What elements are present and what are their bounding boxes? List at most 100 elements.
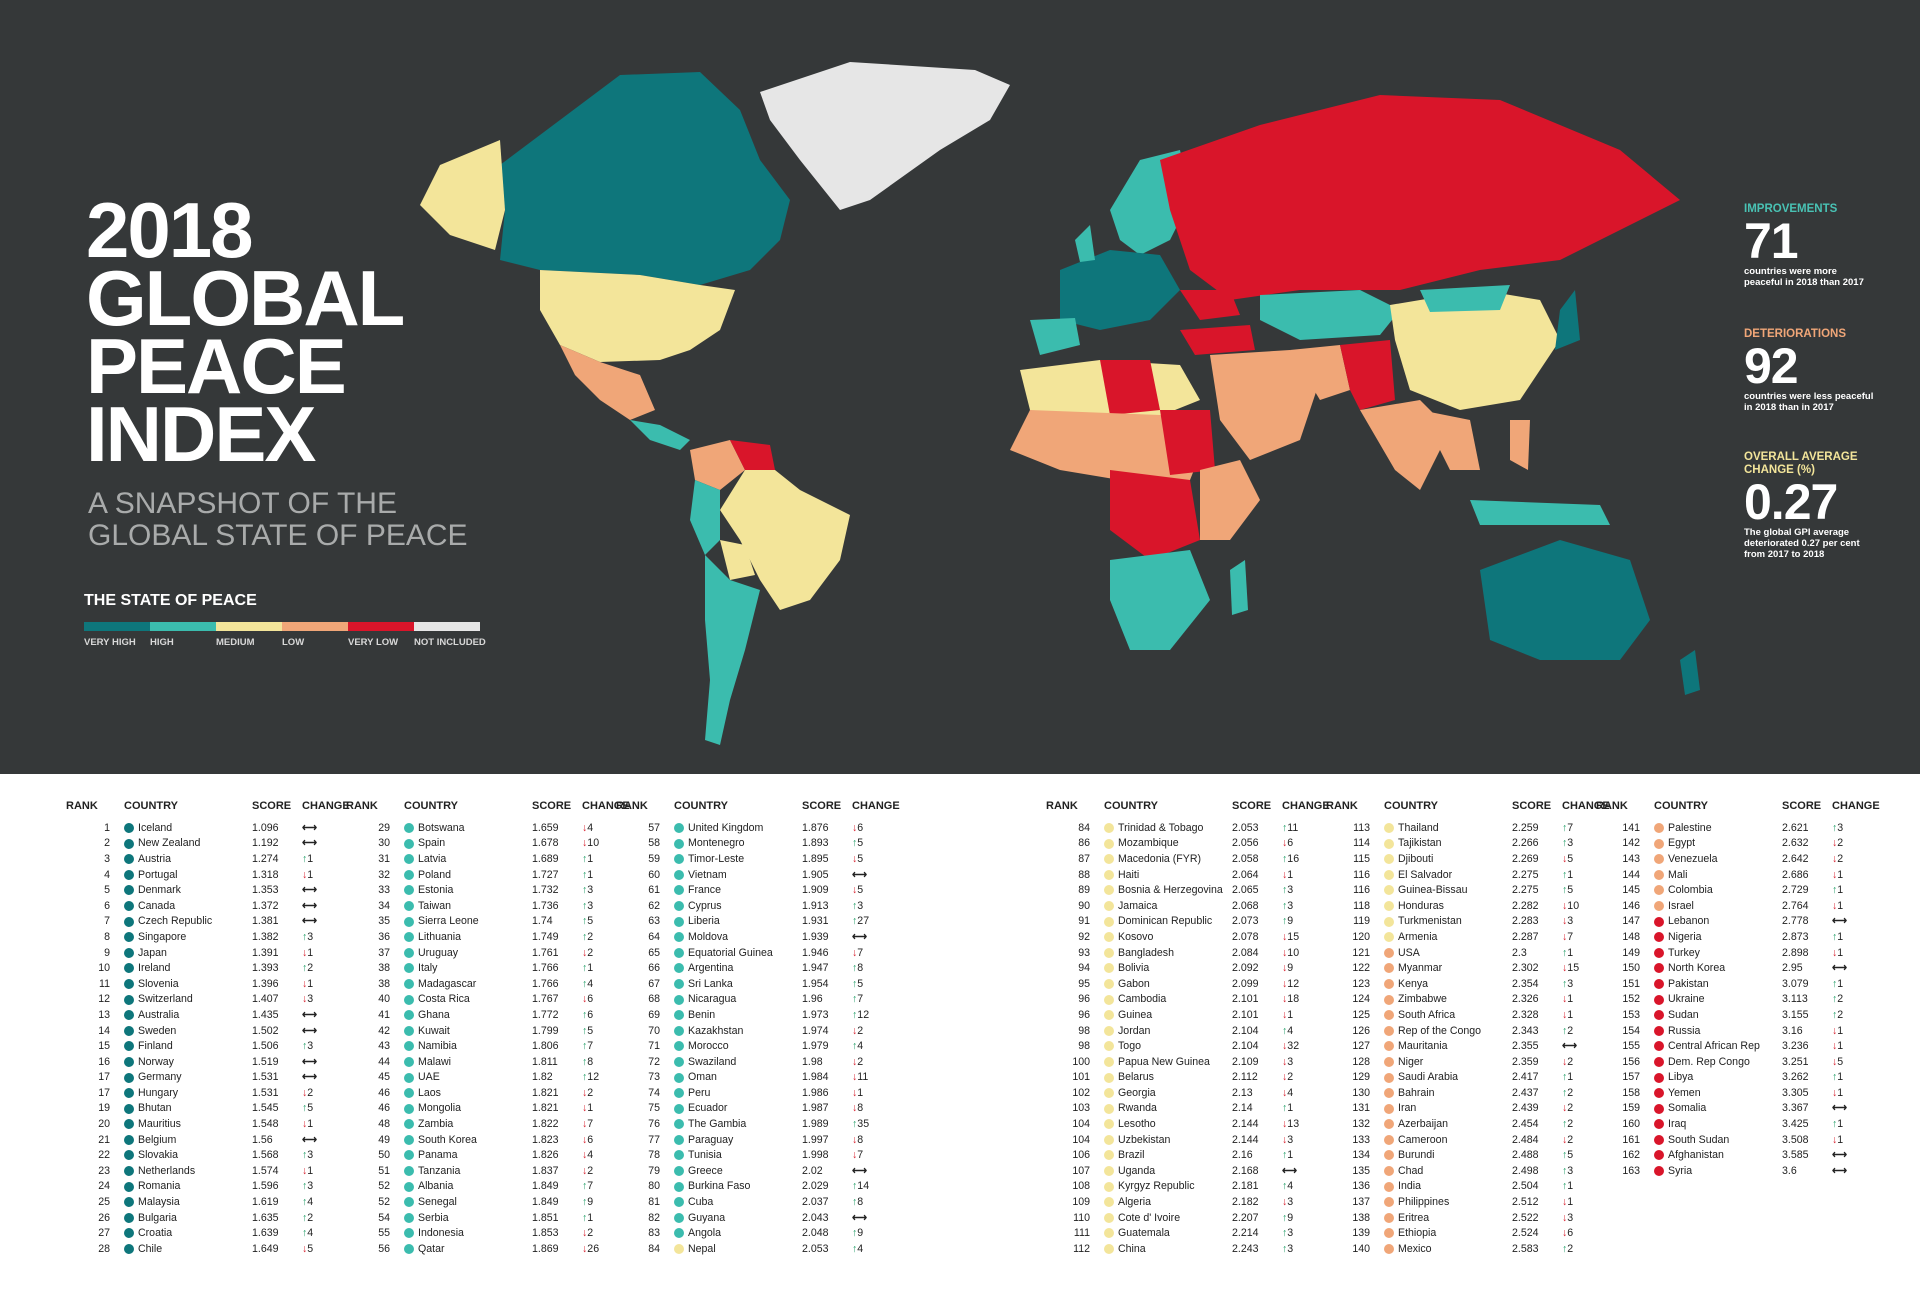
peace-level-dot	[1384, 1181, 1394, 1192]
table-row: 94 Bolivia 2.092 ↓9	[1046, 960, 1330, 976]
table-row: 59 Timor-Leste 1.895 ↓5	[616, 851, 900, 867]
score-cell: 2.104	[1232, 1040, 1259, 1053]
change-value: 7	[857, 946, 864, 959]
no-change-icon: ⟷	[302, 915, 318, 928]
change-cell: ↑3	[1562, 976, 1610, 992]
country-cell: Singapore	[138, 930, 187, 943]
change-cell: ⟷	[852, 1163, 900, 1179]
country-cell: Slovenia	[138, 977, 179, 990]
change-value: 1	[1567, 1180, 1574, 1193]
rank-cell: 26	[98, 1211, 110, 1224]
peace-level-dot	[124, 854, 134, 865]
score-cell: 3.262	[1782, 1071, 1809, 1084]
legend-item: VERY LOW	[348, 622, 414, 648]
australia-shape	[1480, 540, 1650, 660]
score-cell: 1.749	[532, 930, 559, 943]
peace-level-dot	[404, 823, 414, 833]
country-cell: Kazakhstan	[688, 1024, 744, 1037]
change-cell: ↑4	[582, 976, 630, 992]
peace-level-dot-cell	[1654, 1147, 1668, 1163]
arrow-up-icon: ↑	[852, 1196, 858, 1209]
arrow-up-icon: ↑	[852, 915, 858, 928]
peace-level-dot	[1104, 885, 1114, 896]
peace-level-dot	[674, 838, 684, 849]
arrow-up-icon: ↑	[1562, 977, 1568, 990]
table-row: 22 Slovakia 1.568 ↑3	[66, 1147, 350, 1163]
peace-level-dot	[1104, 1228, 1114, 1239]
country-cell: Jamaica	[1118, 899, 1158, 912]
arrow-up-icon: ↑	[582, 899, 588, 912]
peace-level-dot-cell	[404, 867, 418, 883]
table-row: 75 Ecuador 1.987 ↓8	[616, 1101, 900, 1117]
score-cell: 2.068	[1232, 899, 1259, 912]
rank-cell: 136	[1352, 1180, 1370, 1193]
peace-level-dot	[1104, 900, 1114, 911]
change-value: 4	[1287, 1086, 1294, 1099]
peace-level-dot	[404, 1056, 414, 1067]
change-value: 1	[307, 977, 314, 990]
table-row: 128 Niger 2.359 ↓2	[1326, 1054, 1610, 1070]
peace-level-dot	[404, 1041, 414, 1052]
rank-cell: 19	[98, 1102, 110, 1115]
change-cell: ↓1	[1832, 1038, 1880, 1054]
change-cell: ↓2	[582, 1085, 630, 1101]
change-cell: ↓4	[1282, 1085, 1330, 1101]
score-cell: 1.806	[532, 1040, 559, 1053]
arrow-down-icon: ↓	[582, 821, 588, 834]
rank-cell: 147	[1622, 915, 1640, 928]
peace-level-dot	[1654, 1041, 1664, 1052]
score-cell: 2.898	[1782, 946, 1809, 959]
header-country: COUNTRY	[674, 800, 728, 812]
score-cell: 3.113	[1782, 993, 1808, 1006]
peace-level-dot	[124, 994, 134, 1005]
arrow-up-icon: ↑	[1282, 1211, 1288, 1224]
peace-level-dot-cell	[1384, 820, 1398, 836]
change-cell: ↓2	[582, 1163, 630, 1179]
peace-level-dot-cell	[1104, 1163, 1118, 1179]
change-cell: ↓2	[582, 945, 630, 961]
table-row: 41 Ghana 1.772 ↑6	[346, 1007, 630, 1023]
change-cell: ↓1	[302, 945, 350, 961]
arrow-up-icon: ↑	[1282, 899, 1288, 912]
rank-cell: 33	[378, 884, 390, 897]
score-cell: 1.531	[252, 1086, 279, 1099]
peace-level-dot	[1104, 994, 1114, 1005]
russia-shape	[1160, 95, 1680, 300]
table-row: 38 Madagascar 1.766 ↑4	[346, 976, 630, 992]
peace-level-dot	[124, 869, 134, 880]
change-cell: ↑2	[1832, 1007, 1880, 1023]
change-cell: ⟷	[1562, 1038, 1610, 1054]
change-cell: ↓10	[1282, 945, 1330, 961]
change-value: 2	[1567, 1086, 1574, 1099]
arrow-up-icon: ↑	[1282, 1149, 1288, 1162]
country-cell: Cuba	[688, 1196, 714, 1209]
rank-cell: 98	[1078, 1024, 1090, 1037]
change-cell: ⟷	[1282, 1163, 1330, 1179]
peace-level-dot-cell	[1104, 1147, 1118, 1163]
peace-level-dot-cell	[1384, 960, 1398, 976]
country-cell: Myanmar	[1398, 962, 1443, 975]
change-value: 9	[587, 1196, 594, 1209]
rank-cell: 162	[1622, 1149, 1640, 1162]
header-change: CHANGE	[1832, 800, 1880, 812]
peace-level-dot	[674, 900, 684, 911]
score-cell: 1.96	[802, 993, 823, 1006]
peace-level-dot	[404, 900, 414, 911]
uk-shape	[1075, 225, 1095, 262]
change-value: 5	[857, 852, 864, 865]
arrow-up-icon: ↑	[852, 1118, 858, 1131]
table-row: 30 Spain 1.678 ↓10	[346, 836, 630, 852]
change-value: 3	[307, 1149, 314, 1162]
peace-level-dot	[404, 1010, 414, 1021]
table-row: 52 Albania 1.849 ↑7	[346, 1179, 630, 1195]
arrow-down-icon: ↓	[1832, 946, 1838, 959]
arrow-up-icon: ↑	[1282, 1242, 1288, 1255]
score-cell: 2.101	[1232, 993, 1259, 1006]
table-row: 11 Slovenia 1.396 ↓1	[66, 976, 350, 992]
rank-cell: 163	[1622, 1164, 1640, 1177]
table-row: 139 Ethiopia 2.524 ↓6	[1326, 1225, 1610, 1241]
score-cell: 1.939	[802, 930, 829, 943]
score-cell: 1.849	[532, 1196, 559, 1209]
rank-cell: 109	[1072, 1196, 1090, 1209]
peace-level-dot-cell	[1654, 1132, 1668, 1148]
